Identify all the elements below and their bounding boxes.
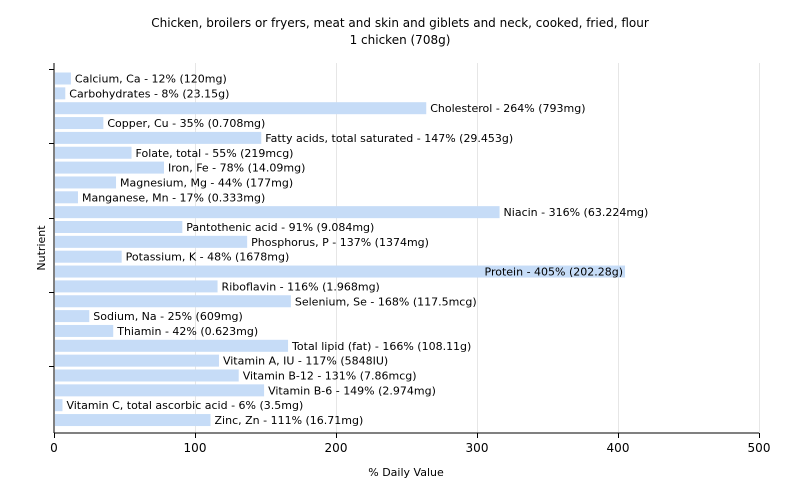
bar-label: Zinc, Zn - 111% (16.71mg) bbox=[215, 414, 364, 427]
bar bbox=[55, 146, 132, 159]
bar bbox=[55, 87, 66, 100]
bar bbox=[55, 384, 265, 397]
bars: Calcium, Ca - 12% (120mg)Carbohydrates -… bbox=[55, 72, 649, 427]
bar bbox=[55, 265, 626, 278]
bar bbox=[55, 72, 71, 85]
bar-label: Total lipid (fat) - 166% (108.11g) bbox=[291, 340, 471, 353]
x-tick-label: 100 bbox=[184, 441, 207, 455]
bar-label: Phosphorus, P - 137% (1374mg) bbox=[251, 236, 429, 249]
x-tick-label: 0 bbox=[50, 441, 58, 455]
bar bbox=[55, 221, 183, 233]
bar bbox=[55, 310, 90, 323]
bar-label: Pantothenic acid - 91% (9.084mg) bbox=[186, 221, 374, 234]
bar-label: Carbohydrates - 8% (23.15g) bbox=[69, 87, 229, 100]
bar-label: Fatty acids, total saturated - 147% (29.… bbox=[265, 132, 513, 145]
y-ticks bbox=[49, 69, 54, 367]
x-tick-label: 400 bbox=[607, 441, 630, 455]
bar bbox=[55, 206, 500, 219]
bar bbox=[55, 250, 122, 263]
bar bbox=[55, 191, 78, 204]
bar-label: Copper, Cu - 35% (0.708mg) bbox=[107, 117, 265, 130]
bar-label: Sodium, Na - 25% (609mg) bbox=[93, 310, 243, 323]
bar bbox=[55, 117, 104, 130]
bar bbox=[55, 102, 427, 115]
bar-label: Folate, total - 55% (219mcg) bbox=[136, 147, 294, 160]
bar bbox=[55, 369, 239, 382]
bar-label: Protein - 405% (202.28g) bbox=[485, 266, 624, 279]
bar bbox=[55, 235, 248, 248]
bar bbox=[55, 295, 291, 308]
bar-label: Potassium, K - 48% (1678mg) bbox=[126, 251, 290, 264]
bar-label: Niacin - 316% (63.224mg) bbox=[504, 206, 649, 219]
bar-label: Magnesium, Mg - 44% (177mg) bbox=[120, 176, 293, 189]
bar-label: Vitamin B-12 - 131% (7.86mcg) bbox=[243, 370, 417, 383]
x-ticks: 0 100 200 300 400 500 bbox=[50, 433, 770, 455]
bar bbox=[55, 324, 114, 337]
bar-label: Calcium, Ca - 12% (120mg) bbox=[75, 73, 227, 86]
bar bbox=[55, 131, 262, 144]
x-tick-label: 200 bbox=[325, 441, 348, 455]
x-tick-label: 500 bbox=[748, 441, 771, 455]
bar-label: Vitamin B-6 - 149% (2.974mg) bbox=[268, 384, 436, 397]
bar bbox=[55, 339, 289, 352]
bar-label: Iron, Fe - 78% (14.09mg) bbox=[168, 162, 305, 175]
bar bbox=[55, 414, 211, 427]
bar bbox=[55, 354, 219, 367]
bar-label: Vitamin A, IU - 117% (5848IU) bbox=[223, 355, 388, 368]
bar-label: Cholesterol - 264% (793mg) bbox=[430, 102, 585, 115]
axes bbox=[53, 63, 759, 434]
chart-title: Chicken, broilers or fryers, meat and sk… bbox=[151, 16, 649, 30]
x-tick-label: 300 bbox=[466, 441, 489, 455]
bar-label: Riboflavin - 116% (1.968mg) bbox=[222, 280, 380, 293]
y-axis-label: Nutrient bbox=[35, 225, 48, 271]
bar-label: Manganese, Mn - 17% (0.333mg) bbox=[82, 191, 265, 204]
x-axis-label: % Daily Value bbox=[368, 466, 444, 479]
bar bbox=[55, 280, 218, 293]
bar bbox=[55, 161, 164, 174]
chart-subtitle: 1 chicken (708g) bbox=[349, 33, 451, 47]
bar bbox=[55, 176, 117, 189]
bar-label: Thiamin - 42% (0.623mg) bbox=[116, 325, 258, 338]
bar-label: Vitamin C, total ascorbic acid - 6% (3.5… bbox=[66, 399, 303, 412]
bar-label: Selenium, Se - 168% (117.5mcg) bbox=[295, 295, 477, 308]
bar bbox=[55, 399, 63, 412]
